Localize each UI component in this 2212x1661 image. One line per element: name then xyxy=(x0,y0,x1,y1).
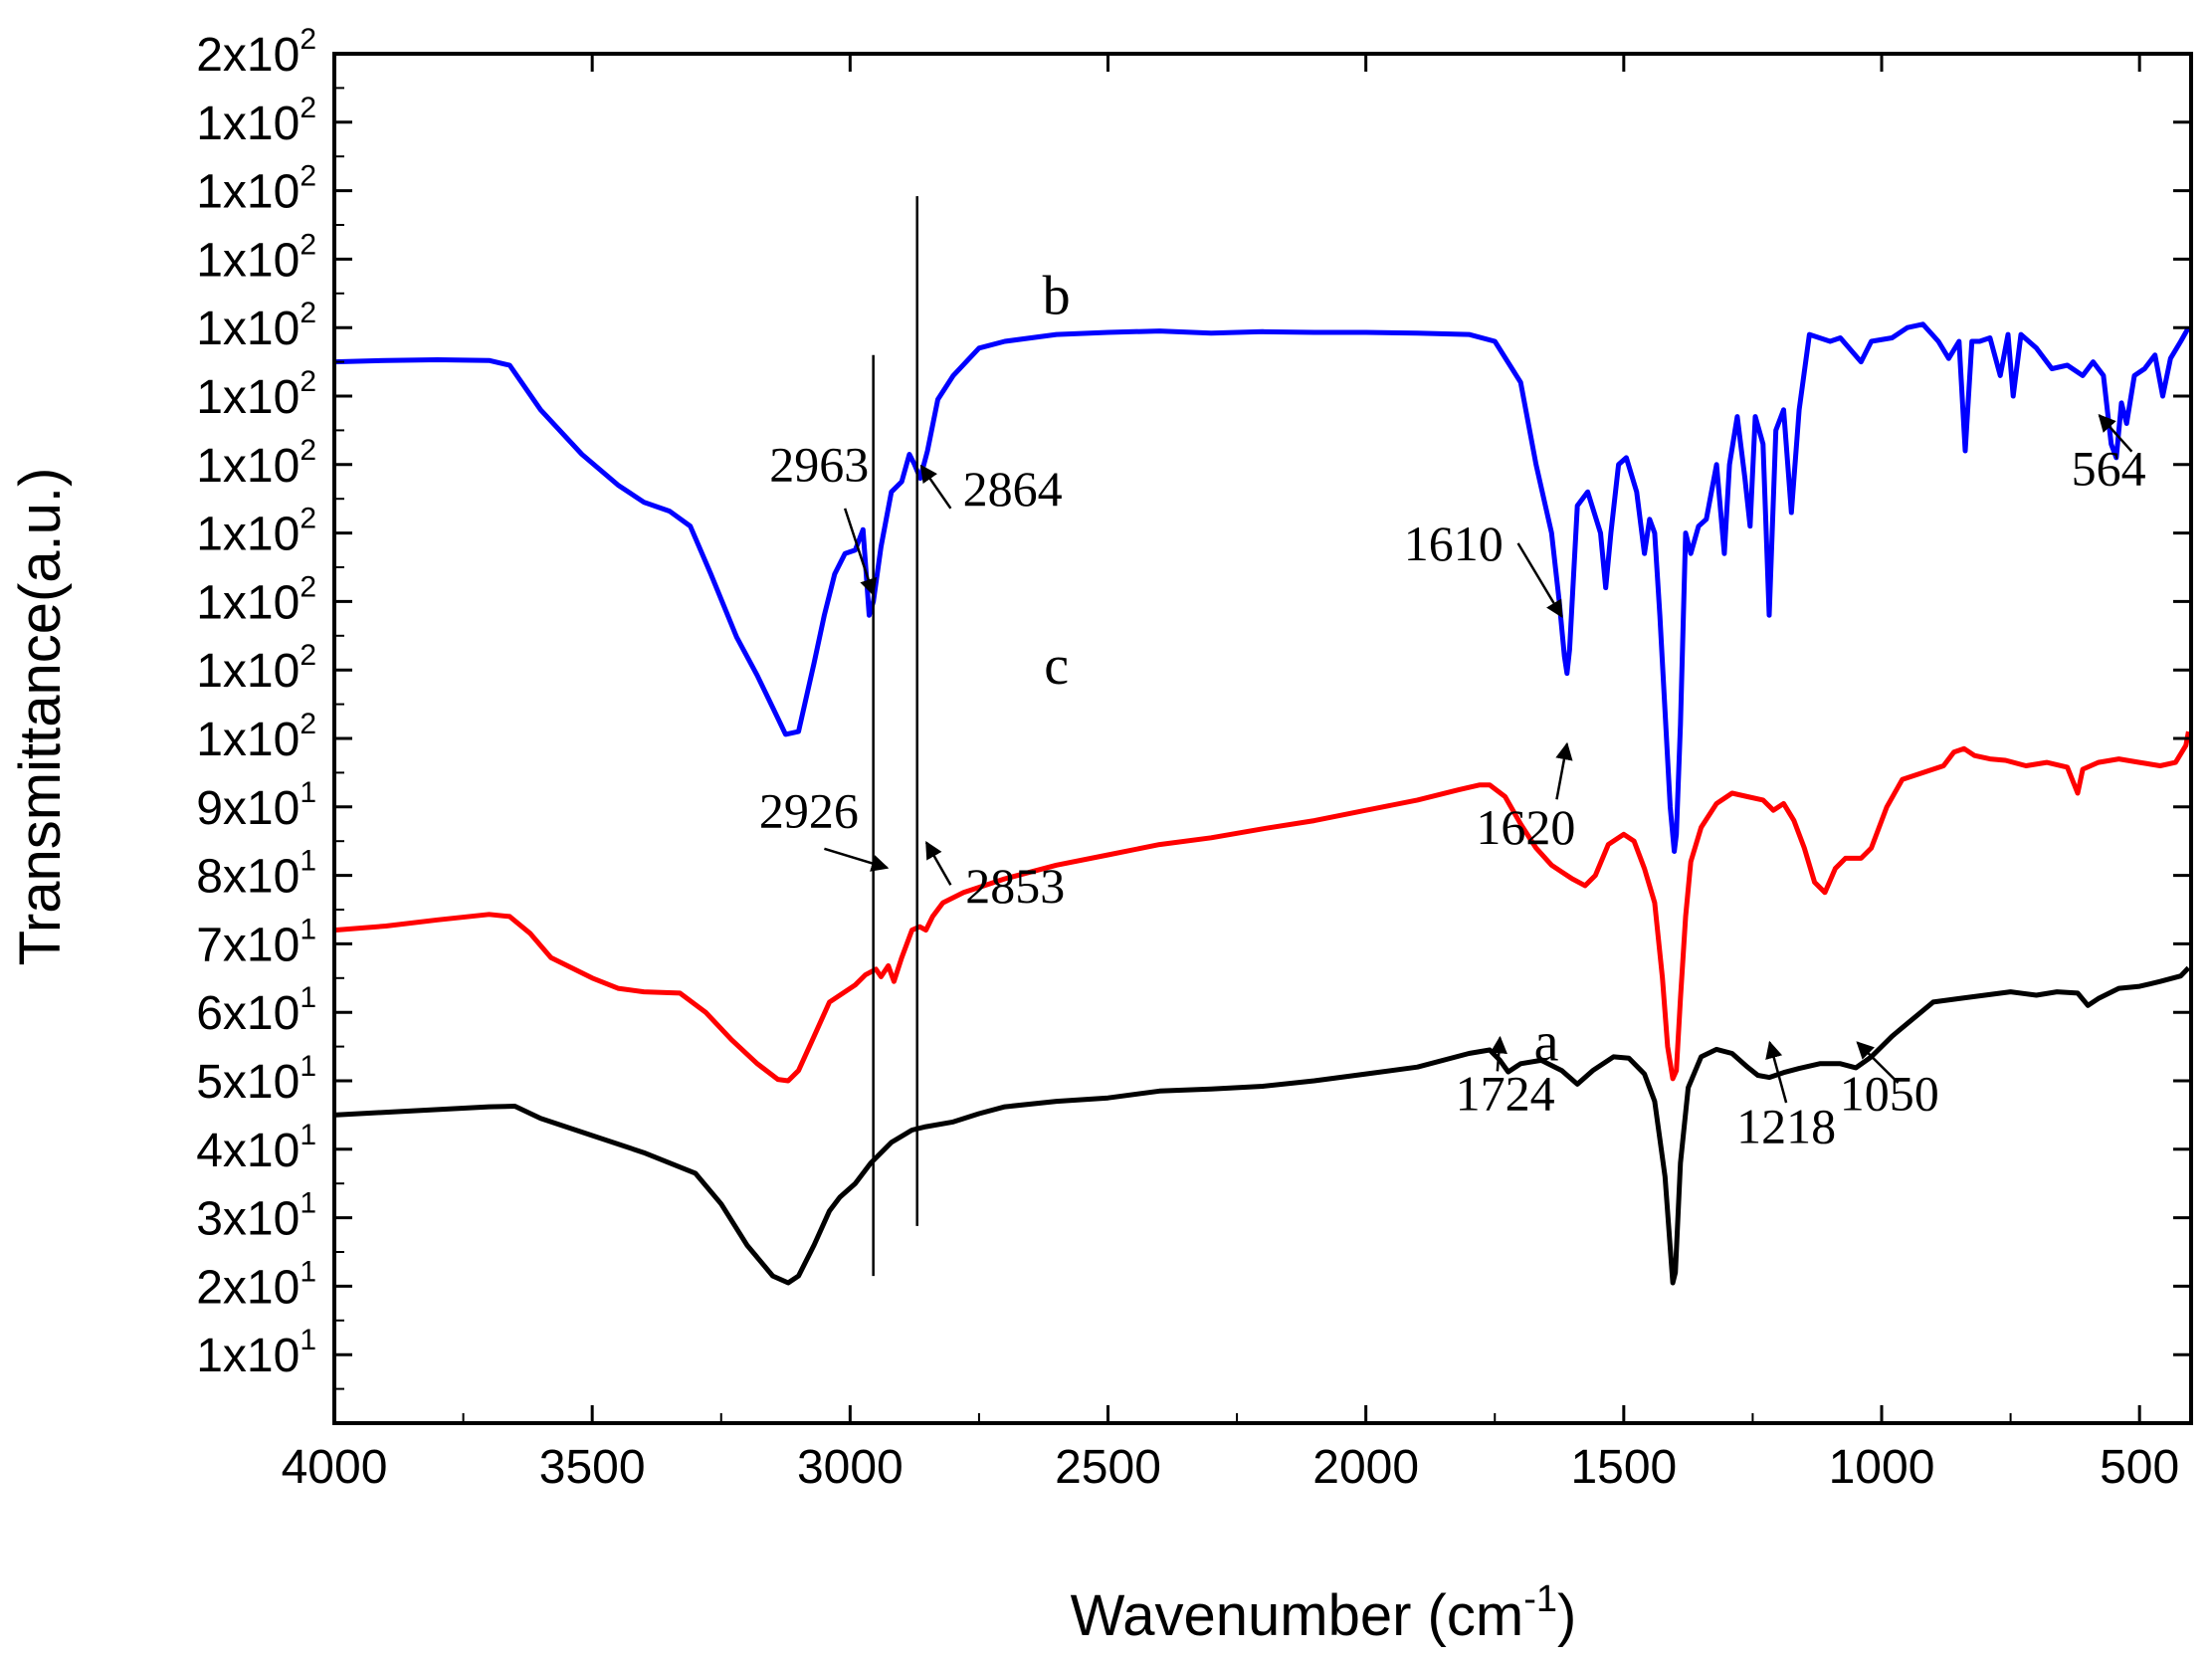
y-axis-title: Transmittance(a.u.) xyxy=(8,468,73,966)
peak-label-2853: 2853 xyxy=(965,858,1065,914)
y-tick-label: 1x102​ xyxy=(196,434,316,493)
peak-arrow-2864 xyxy=(919,464,952,510)
x-tick-label: 500 xyxy=(2100,1441,2179,1494)
y-tick-label: 1x101​ xyxy=(196,1324,316,1382)
y-tick-label: 6x101​ xyxy=(196,981,316,1040)
peak-label-2926: 2926 xyxy=(759,782,859,838)
peak-label-1218: 1218 xyxy=(1736,1099,1836,1154)
peak-label-564: 564 xyxy=(2072,440,2146,496)
peak-arrow-2853 xyxy=(924,841,952,886)
y-tick-label: 3x101​ xyxy=(196,1187,316,1246)
plot-frame xyxy=(332,52,2193,1425)
x-axis-title-text: Wavenumber (cm xyxy=(1071,1583,1524,1648)
y-tick-label: 8x101​ xyxy=(196,845,316,904)
y-tick-label: 4x101​ xyxy=(196,1119,316,1177)
y-tick-label: 2x101​ xyxy=(196,1255,316,1314)
peak-arrow-2963 xyxy=(843,508,878,597)
series-label-b: b xyxy=(1043,265,1071,326)
x-tick-label: 4000 xyxy=(282,1441,388,1494)
series-line-b xyxy=(333,321,2191,854)
x-tick-label: 3500 xyxy=(539,1441,646,1494)
series-line-a xyxy=(333,965,2191,1286)
x-axis-title: Wavenumber (cm-1) xyxy=(1071,1578,1577,1648)
x-tick-label: 3000 xyxy=(797,1441,904,1494)
x-axis-title-superscript: -1 xyxy=(1523,1578,1557,1620)
x-tick-label: 2500 xyxy=(1055,1441,1161,1494)
y-tick-label: 1x102​ xyxy=(196,160,316,219)
peak-arrow-564 xyxy=(2098,413,2133,453)
series-line-c xyxy=(333,730,2191,1084)
peak-arrow-1218 xyxy=(1765,1040,1788,1104)
y-tick-label: 1x102​ xyxy=(196,639,316,698)
y-tick-label: 1x102​ xyxy=(196,570,316,629)
x-tick-label: 2000 xyxy=(1312,1441,1419,1494)
x-axis-title-close: ) xyxy=(1557,1583,1576,1648)
y-tick-label: 1x102​ xyxy=(196,228,316,287)
peak-label-2864: 2864 xyxy=(963,461,1063,517)
y-tick-label: 9x101​ xyxy=(196,776,316,835)
y-tick-label: 7x101​ xyxy=(196,913,316,971)
series-label-a: a xyxy=(1534,1011,1559,1073)
x-tick-label: 1000 xyxy=(1829,1441,1935,1494)
peak-arrow-1620 xyxy=(1555,741,1573,800)
y-tick-label: 1x102​ xyxy=(196,503,316,561)
y-tick-label: 2x102​ xyxy=(196,23,316,82)
series-label-c: c xyxy=(1044,635,1069,697)
peak-arrow-1050 xyxy=(1856,1041,1900,1084)
y-tick-label: 1x102​ xyxy=(196,708,316,766)
x-tick-label: 1500 xyxy=(1570,1441,1677,1494)
y-tick-label: 1x102​ xyxy=(196,365,316,424)
peak-label-1724: 1724 xyxy=(1456,1066,1555,1122)
y-tick-label: 1x102​ xyxy=(196,92,316,150)
axes: 1x101​ 2x101​ 3x101​ 4x101​ 5x101​ 6x101​ 7x10… xyxy=(196,23,2193,1494)
peak-label-1610: 1610 xyxy=(1404,516,1504,571)
peak-arrow-1610 xyxy=(1516,542,1563,619)
peak-label-1620: 1620 xyxy=(1476,799,1575,855)
peak-label-2963: 2963 xyxy=(769,436,869,492)
y-tick-label: 5x101​ xyxy=(196,1050,316,1109)
peak-arrow-2926 xyxy=(824,847,890,872)
y-tick-label: 1x102​ xyxy=(196,297,316,355)
plot-area: a b c xyxy=(333,196,2191,1286)
peak-arrow-1724 xyxy=(1490,1035,1508,1072)
